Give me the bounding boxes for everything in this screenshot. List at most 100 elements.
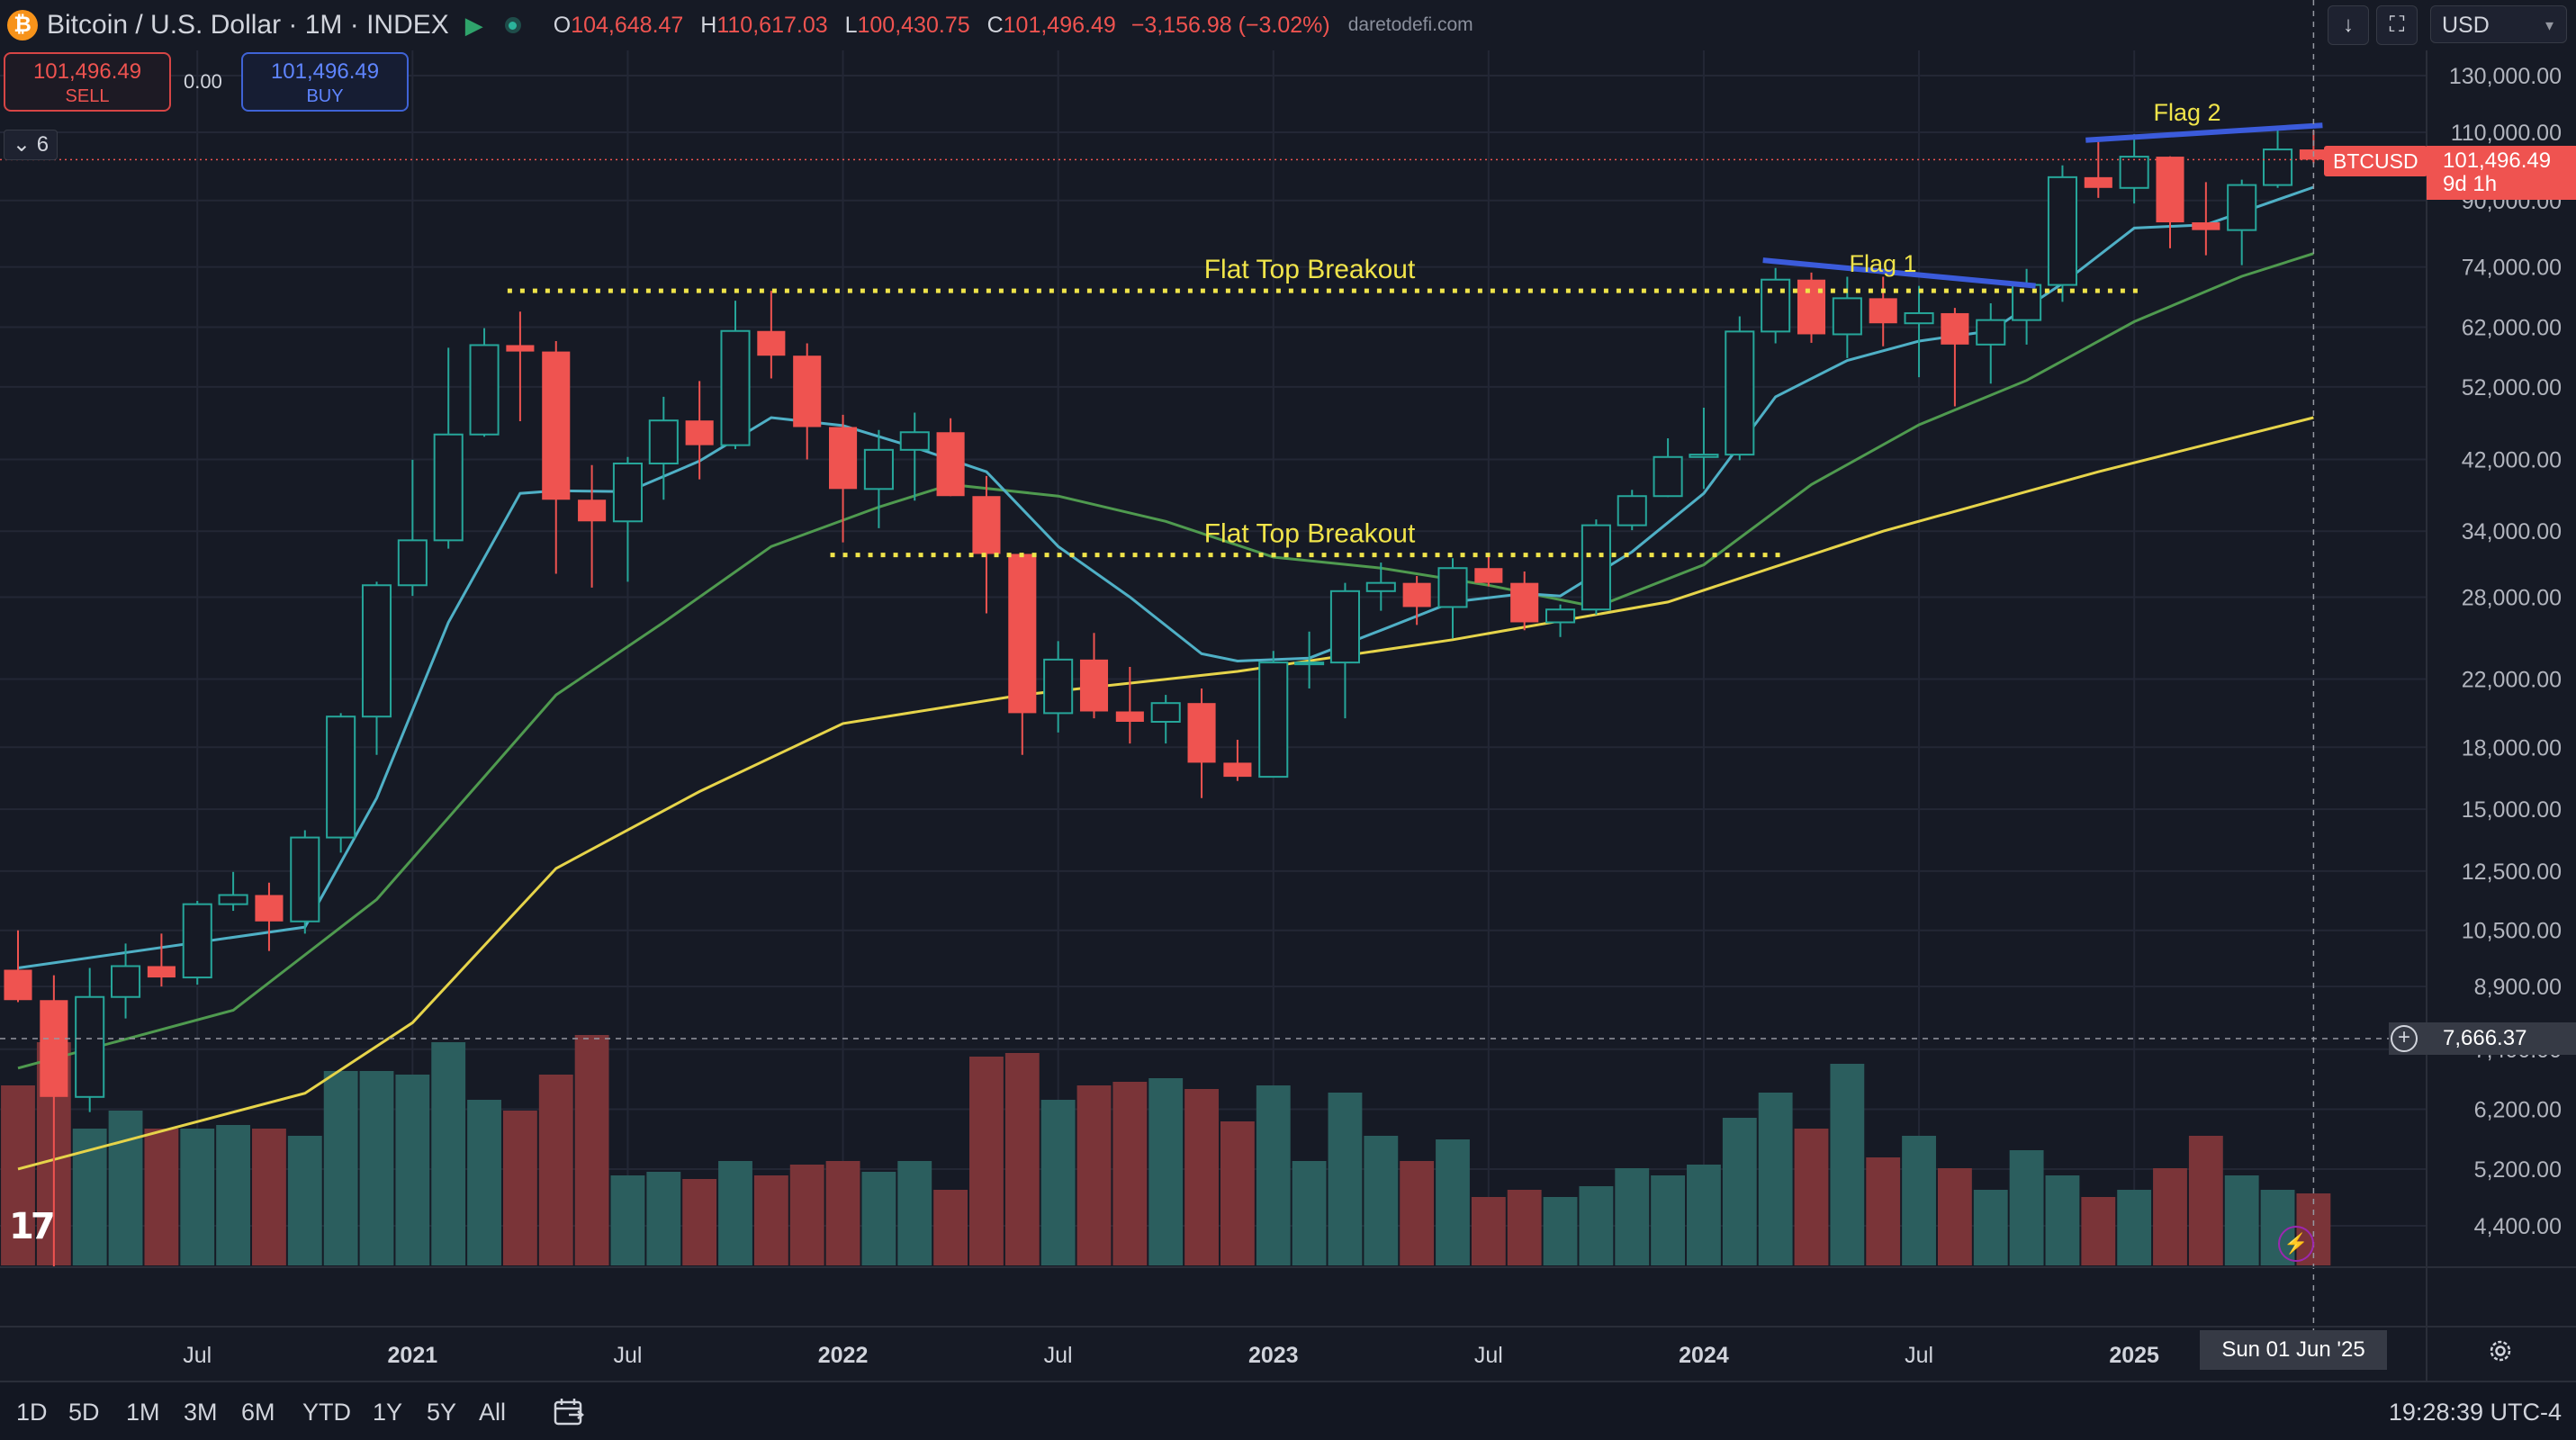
range-button-ytd[interactable]: YTD [302, 1399, 351, 1426]
candle [1617, 490, 1647, 531]
range-button-1y[interactable]: 1Y [373, 1399, 403, 1426]
fullscreen-button[interactable]: ⛶ [2376, 5, 2418, 45]
sell-button[interactable]: 101,496.49 SELL [4, 52, 171, 112]
candle-body [1904, 311, 1934, 325]
volume-bar [1471, 1197, 1506, 1265]
candle-body [542, 351, 571, 500]
bitcoin-icon[interactable]: ₿ [7, 10, 38, 40]
candle [1545, 604, 1576, 637]
candle-body [1653, 455, 1683, 498]
buy-button[interactable]: 101,496.49 BUY [241, 52, 409, 112]
low-value: 100,430.75 [857, 12, 970, 38]
range-button-all[interactable]: All [479, 1399, 507, 1426]
y-tick-label: 42,000.00 [2462, 447, 2562, 472]
volume-bars [1, 1035, 2331, 1265]
candle-body [829, 427, 858, 490]
candle [720, 301, 751, 449]
candle-body [1437, 567, 1468, 608]
candle [2192, 182, 2220, 256]
candle [1043, 641, 1074, 733]
x-tick-label: Jul [613, 1343, 642, 1368]
volume-bar [682, 1179, 717, 1265]
candle-body [899, 431, 930, 451]
y-tick-label: 62,000.00 [2462, 315, 2562, 340]
lightning-icon[interactable]: ⚡ [2278, 1226, 2314, 1262]
high-value: 110,617.03 [716, 12, 828, 38]
breakout-lower-label: Flat Top Breakout [1204, 519, 1416, 549]
candle [218, 871, 248, 912]
y-tick-label: 28,000.00 [2462, 586, 2562, 611]
watermark-text: daretodefi.com [1347, 14, 1473, 35]
download-button[interactable]: ↓ [2328, 5, 2369, 45]
volume-bar [323, 1071, 358, 1265]
range-button-1m[interactable]: 1M [126, 1399, 160, 1426]
candle-body [1079, 659, 1109, 712]
range-button-5d[interactable]: 5D [68, 1399, 100, 1426]
clock-readout[interactable]: 19:28:39 UTC-4 [2388, 1399, 2562, 1426]
volume-bar [1794, 1129, 1829, 1265]
range-button-1d[interactable]: 1D [16, 1399, 48, 1426]
flag2-line [2085, 122, 2323, 143]
candle [1115, 667, 1144, 744]
volume-bar [1902, 1136, 1936, 1265]
volume-bar [1256, 1085, 1291, 1265]
volume-bar [467, 1100, 501, 1265]
ema-mid-line [17, 252, 2314, 1070]
candle-body [1223, 762, 1252, 778]
candle [2084, 137, 2112, 198]
volume-bar [2117, 1190, 2152, 1265]
candle-body [397, 539, 428, 587]
x-tick-label: Jul [1044, 1343, 1073, 1368]
chevron-down-icon: ⌄ [12, 132, 32, 157]
range-button-5y[interactable]: 5Y [427, 1399, 457, 1426]
volume-bar [431, 1042, 466, 1265]
crosshair-date-tag: Sun 01 Jun '25 [2200, 1330, 2387, 1370]
volume-bar [252, 1129, 286, 1265]
candle-body [1150, 702, 1181, 723]
volume-bar [1040, 1100, 1076, 1265]
volume-bar [574, 1035, 609, 1265]
range-button-3m[interactable]: 3M [184, 1399, 218, 1426]
settings-icon[interactable] [2487, 1337, 2514, 1364]
volume-bar [1866, 1157, 1901, 1265]
flag1-line [1762, 257, 2036, 289]
candle-body [1869, 298, 1897, 324]
candle [1869, 276, 1897, 346]
candle [469, 328, 500, 437]
candle [1187, 688, 1216, 798]
add-alert-icon[interactable]: + [2391, 1025, 2418, 1052]
candle [290, 830, 320, 934]
candle-body [111, 965, 141, 998]
range-button-6m[interactable]: 6M [241, 1399, 275, 1426]
candle [685, 381, 714, 480]
candle [2047, 165, 2077, 302]
candle [1402, 575, 1431, 626]
indicators-toggle[interactable]: ⌄ 6 [4, 130, 58, 160]
y-tick-label: 12,500.00 [2462, 860, 2562, 885]
candle [1761, 267, 1791, 344]
y-tick-label: 4,400.00 [2474, 1214, 2562, 1239]
flag-icon[interactable]: ▶ [464, 11, 483, 39]
currency-select[interactable]: USD ▾ [2430, 5, 2567, 43]
volume-bar [1148, 1078, 1184, 1265]
volume-bar [2009, 1150, 2044, 1265]
x-tick-label: 2021 [388, 1343, 438, 1368]
candle-body [469, 344, 500, 436]
volume-bar [1722, 1118, 1757, 1265]
x-tick-label: 2022 [818, 1343, 869, 1368]
chevron-down-icon: ▾ [2544, 16, 2553, 34]
calendar-icon[interactable] [553, 1397, 585, 1427]
candle [2156, 156, 2184, 248]
tradingview-logo[interactable]: 17 [9, 1206, 56, 1247]
symbol-title[interactable]: Bitcoin / U.S. Dollar · 1M · INDEX [47, 10, 449, 40]
volume-bar [1112, 1082, 1148, 1265]
candle [397, 459, 428, 597]
candle [506, 311, 535, 422]
candlesticks[interactable] [4, 126, 2328, 1267]
market-status-icon[interactable] [504, 17, 521, 33]
candle-body [1187, 703, 1216, 763]
candle [147, 933, 176, 987]
y-tick-label: 22,000.00 [2462, 668, 2562, 693]
y-tick-label: 5,200.00 [2474, 1157, 2562, 1183]
